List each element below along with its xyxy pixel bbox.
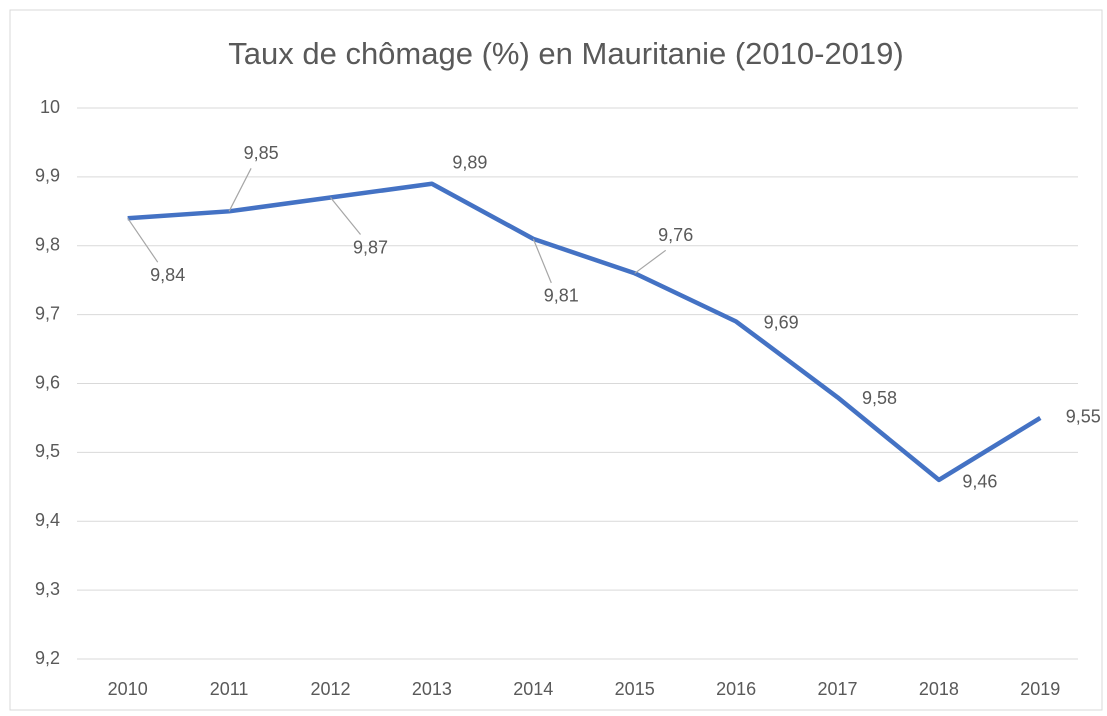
y-tick-label: 9,3	[35, 579, 60, 599]
leader-line	[634, 249, 667, 274]
y-tick-label: 9,2	[35, 648, 60, 668]
data-label: 9,87	[353, 237, 388, 257]
x-tick-label: 2011	[210, 679, 249, 699]
data-label: 9,58	[862, 388, 897, 408]
data-line	[127, 181, 1042, 483]
x-tick-label: 2010	[108, 679, 148, 699]
x-tick-label: 2019	[1020, 679, 1060, 699]
y-tick-label: 9,9	[35, 166, 60, 186]
x-tick-label: 2013	[412, 679, 452, 699]
y-tick-label: 9,6	[35, 372, 60, 392]
y-tick-label: 9,8	[35, 235, 60, 255]
y-tick-label: 9,4	[35, 510, 60, 530]
y-tick-label: 10	[40, 97, 60, 117]
leader-line	[330, 197, 361, 235]
x-tick-label: 2012	[310, 679, 350, 699]
y-tick-label: 9,7	[35, 303, 60, 323]
data-label: 9,81	[544, 286, 579, 306]
leader-line	[532, 238, 552, 284]
data-label: 9,85	[244, 143, 279, 163]
leader-line	[127, 217, 159, 263]
x-tick-label: 2014	[513, 679, 553, 699]
data-label: 9,46	[962, 472, 997, 492]
x-tick-label: 2016	[716, 679, 756, 699]
data-label: 9,76	[658, 225, 693, 245]
data-label: 9,69	[764, 312, 799, 332]
x-tick-label: 2018	[919, 679, 959, 699]
data-label: 9,55	[1066, 407, 1101, 427]
chart-title: Taux de chômage (%) en Mauritanie (2010-…	[228, 36, 904, 71]
data-label: 9,89	[452, 153, 487, 173]
y-tick-label: 9,5	[35, 441, 60, 461]
data-label: 9,84	[150, 265, 185, 285]
x-tick-label: 2015	[615, 679, 655, 699]
leader-line	[228, 168, 252, 212]
x-tick-label: 2017	[817, 679, 857, 699]
chart-frame	[9, 9, 1103, 711]
